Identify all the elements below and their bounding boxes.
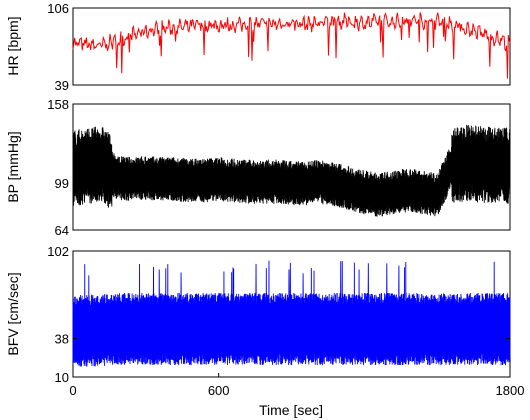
bfv-x-ticks: 0 600 1800 [69, 373, 524, 398]
bfv-signal-line [72, 260, 511, 367]
x-tick-label: 0 [69, 383, 76, 398]
hr-signal-line [72, 12, 511, 79]
bp-y-tick-label: 64 [55, 223, 69, 238]
hr-signal [72, 12, 511, 79]
hr-y-tick-label: 106 [47, 1, 69, 16]
x-tick-label: 600 [208, 383, 230, 398]
bfv-y-tick-label: 38 [55, 332, 69, 347]
bfv-y-axis-label: BFV [cm/sec] [5, 272, 21, 355]
bp-panel: 64 99 158 BP [mmHg] [5, 97, 511, 238]
bp-signal [72, 124, 511, 217]
hr-y-axis-label: HR [bpm] [5, 16, 21, 75]
bfv-y-ticks: 10 38 102 [47, 244, 510, 385]
bp-y-tick-label: 99 [55, 176, 69, 191]
bp-y-tick-label: 158 [47, 97, 69, 112]
hr-y-ticks: 39 106 [47, 1, 510, 93]
x-axis-label: Time [sec] [259, 402, 323, 418]
hr-plot-frame [72, 7, 511, 86]
bfv-panel: 10 38 102 0 600 1800 BFV [cm/sec] Time [sec] [5, 244, 524, 418]
bp-y-ticks: 64 99 158 [47, 97, 510, 238]
bfv-y-tick-label: 10 [55, 370, 69, 385]
bp-signal-line [72, 124, 511, 217]
x-tick-label: 1800 [496, 383, 525, 398]
bp-y-axis-label: BP [mmHg] [5, 131, 21, 202]
hr-y-tick-label: 39 [55, 78, 69, 93]
hr-panel: 39 106 HR [bpm] [5, 1, 511, 93]
bfv-signal [72, 260, 511, 367]
bfv-y-tick-label: 102 [47, 244, 69, 259]
